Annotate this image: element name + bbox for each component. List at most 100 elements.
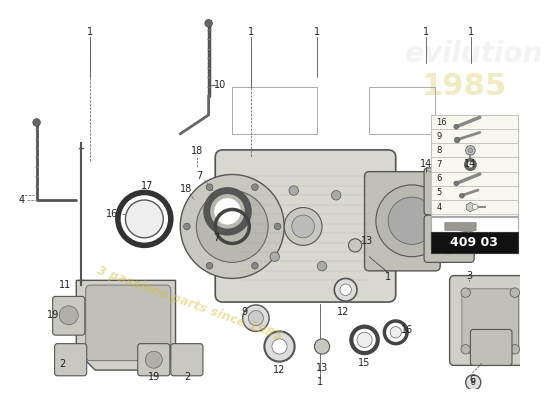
Text: 9: 9 (241, 306, 248, 316)
Circle shape (454, 181, 459, 186)
FancyBboxPatch shape (449, 276, 530, 365)
FancyBboxPatch shape (424, 215, 474, 262)
Bar (431, 129, 518, 143)
Circle shape (376, 185, 448, 257)
Text: 6: 6 (469, 374, 475, 384)
Circle shape (184, 223, 190, 230)
Circle shape (206, 184, 213, 190)
Bar (431, 115, 518, 129)
Circle shape (466, 146, 475, 155)
FancyBboxPatch shape (365, 172, 440, 271)
Circle shape (433, 176, 464, 207)
Circle shape (248, 310, 263, 326)
Circle shape (265, 331, 295, 362)
Circle shape (180, 174, 284, 278)
Circle shape (292, 215, 315, 238)
FancyBboxPatch shape (215, 150, 396, 302)
Circle shape (214, 198, 241, 224)
Circle shape (466, 375, 481, 390)
Circle shape (284, 208, 322, 245)
Bar (369, 86, 436, 134)
Text: 10: 10 (214, 80, 226, 90)
Circle shape (510, 344, 520, 354)
Circle shape (433, 224, 464, 254)
Text: 2: 2 (184, 372, 190, 382)
Text: 8: 8 (436, 146, 442, 155)
Circle shape (340, 284, 351, 296)
Circle shape (454, 137, 460, 143)
Text: 1: 1 (468, 27, 475, 37)
Bar (431, 143, 518, 158)
Circle shape (334, 278, 357, 301)
Text: 11: 11 (59, 280, 71, 290)
Circle shape (251, 262, 258, 269)
Text: 1: 1 (317, 378, 323, 388)
Circle shape (472, 204, 478, 210)
Circle shape (357, 332, 372, 348)
Circle shape (196, 190, 268, 262)
Circle shape (349, 239, 362, 252)
Text: 1: 1 (314, 27, 320, 37)
Text: 19: 19 (147, 372, 160, 382)
Text: 6: 6 (436, 174, 442, 183)
Text: 12: 12 (273, 365, 285, 375)
Text: 1: 1 (423, 27, 429, 37)
Circle shape (33, 119, 40, 126)
Circle shape (332, 190, 341, 200)
Text: 18: 18 (180, 184, 192, 194)
Circle shape (205, 20, 212, 27)
FancyBboxPatch shape (138, 344, 170, 376)
Text: 16: 16 (401, 326, 413, 336)
Bar (431, 200, 518, 214)
Circle shape (289, 186, 299, 195)
Circle shape (206, 262, 213, 269)
Text: 7: 7 (213, 233, 219, 243)
Text: 19: 19 (47, 310, 59, 320)
FancyBboxPatch shape (462, 289, 519, 353)
Polygon shape (445, 223, 476, 232)
Polygon shape (466, 202, 475, 212)
Bar (232, 86, 317, 134)
Text: 2: 2 (59, 358, 65, 368)
Text: 3: 3 (466, 271, 472, 281)
Bar (431, 186, 518, 200)
Circle shape (272, 339, 287, 354)
Circle shape (274, 223, 281, 230)
Text: 3 passions parts since 1985: 3 passions parts since 1985 (95, 264, 284, 344)
Circle shape (461, 288, 470, 297)
Circle shape (251, 184, 258, 190)
Circle shape (461, 344, 470, 354)
Text: 13: 13 (361, 236, 373, 246)
Text: 409 03: 409 03 (450, 236, 498, 249)
Text: 16: 16 (436, 118, 447, 126)
Circle shape (454, 124, 459, 129)
Text: 18: 18 (191, 146, 204, 156)
FancyBboxPatch shape (54, 344, 87, 376)
FancyBboxPatch shape (53, 296, 85, 335)
Text: 1: 1 (385, 272, 391, 282)
Circle shape (145, 351, 162, 368)
Text: 9: 9 (436, 132, 442, 141)
Text: evilution: evilution (405, 40, 542, 68)
Circle shape (315, 339, 329, 354)
Text: 14: 14 (420, 159, 432, 169)
Text: 12: 12 (337, 306, 349, 316)
Circle shape (510, 288, 520, 297)
Text: 16: 16 (106, 209, 118, 219)
Text: 15: 15 (359, 358, 371, 368)
Circle shape (388, 197, 436, 244)
Bar (431, 158, 518, 172)
Circle shape (270, 252, 279, 262)
Circle shape (59, 306, 78, 325)
Text: 7: 7 (196, 171, 202, 181)
Circle shape (243, 305, 269, 331)
Circle shape (125, 200, 163, 238)
Text: 1985: 1985 (421, 72, 507, 101)
Bar (431, 172, 518, 186)
Circle shape (468, 148, 473, 153)
FancyBboxPatch shape (424, 168, 474, 215)
Circle shape (460, 193, 464, 198)
Text: 4: 4 (18, 195, 25, 205)
Bar (431, 232, 518, 253)
Text: 7: 7 (436, 160, 442, 169)
